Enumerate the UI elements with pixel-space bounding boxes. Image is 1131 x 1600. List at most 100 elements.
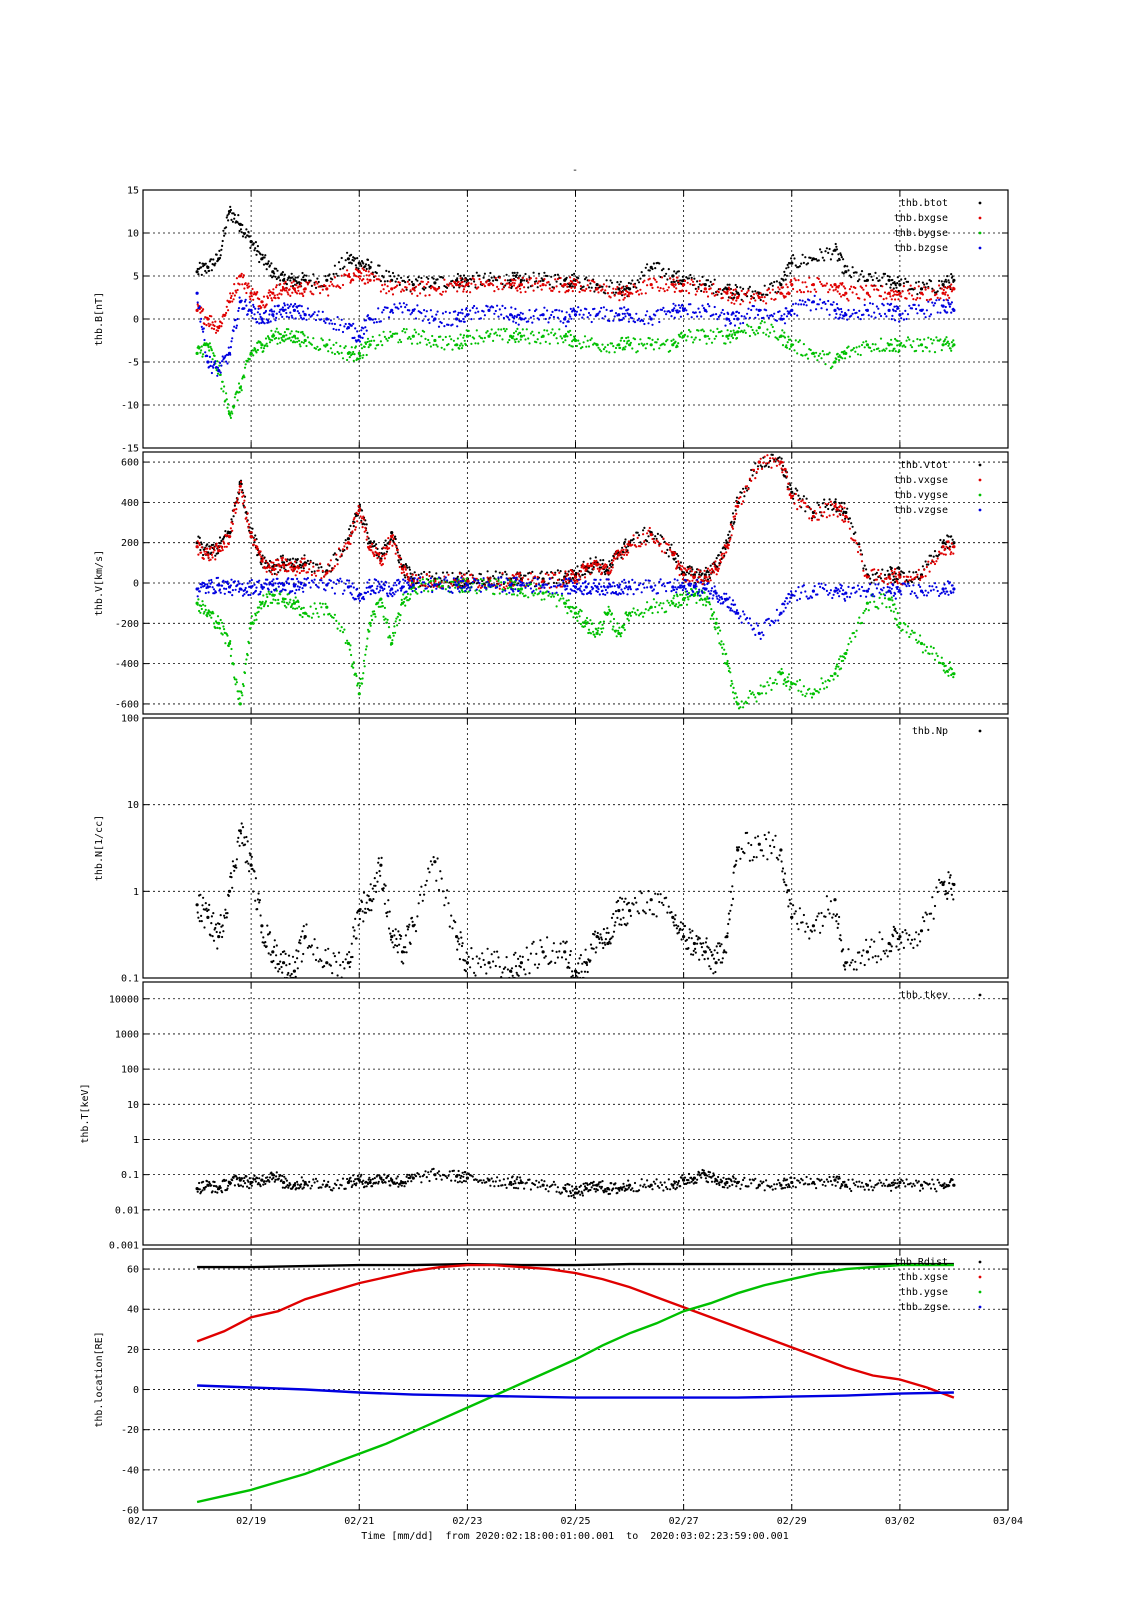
scatter-point	[251, 287, 254, 291]
scatter-point	[447, 573, 450, 576]
data-point	[206, 265, 210, 269]
scatter-point	[314, 286, 318, 289]
scatter-point	[511, 271, 514, 274]
scatter-point	[275, 286, 278, 289]
scatter-point	[261, 300, 264, 303]
scatter-point	[752, 293, 756, 296]
scatter-point	[441, 571, 445, 574]
scatter-point	[637, 281, 641, 284]
scatter-point	[915, 576, 918, 579]
scatter-point	[883, 312, 887, 315]
scatter-point	[835, 312, 838, 315]
scatter-point	[871, 573, 874, 576]
scatter-point	[677, 554, 680, 558]
scatter-point	[270, 561, 273, 564]
scatter-point	[712, 571, 716, 574]
scatter-point	[298, 571, 301, 575]
scatter-point	[843, 502, 846, 505]
scatter-point	[838, 512, 841, 516]
scatter-point	[564, 572, 567, 575]
scatter-point	[581, 346, 584, 349]
scatter-point	[343, 325, 346, 328]
scatter-point	[798, 339, 802, 342]
scatter-point	[373, 540, 376, 543]
panel-2: 6004002000-200-400-600thb.V[km/s]thb.vto…	[94, 451, 1009, 715]
scatter-point	[881, 276, 884, 279]
scatter-point	[367, 537, 370, 540]
scatter-point	[279, 568, 282, 572]
scatter-point	[408, 283, 411, 286]
data-point	[563, 334, 567, 338]
scatter-point	[587, 345, 591, 348]
scatter-point	[756, 467, 760, 471]
scatter-point	[294, 317, 297, 320]
data-point	[368, 265, 372, 269]
scatter-point	[883, 272, 887, 275]
scatter-point	[348, 356, 351, 359]
scatter-point	[893, 347, 896, 350]
scatter-point	[525, 278, 528, 281]
data-point	[617, 287, 621, 291]
scatter-point	[828, 498, 831, 501]
scatter-point	[517, 323, 520, 326]
scatter-point	[273, 334, 276, 337]
scatter-point	[847, 520, 850, 523]
scatter-point	[210, 327, 213, 330]
scatter-point	[428, 321, 431, 325]
scatter-point	[410, 311, 414, 314]
scatter-point	[932, 289, 935, 292]
scatter-point	[840, 505, 843, 509]
scatter-point	[781, 461, 785, 464]
scatter-point	[942, 288, 945, 292]
y-tick-label: -5	[127, 358, 139, 369]
scatter-point	[373, 321, 376, 324]
scatter-point	[394, 631, 397, 634]
scatter-point	[654, 267, 657, 270]
scatter-point	[295, 280, 298, 283]
scatter-point	[802, 291, 806, 294]
scatter-point	[655, 280, 658, 283]
scatter-point	[707, 571, 710, 574]
scatter-point	[869, 273, 872, 276]
scatter-point	[224, 530, 227, 533]
scatter-point	[220, 248, 223, 251]
scatter-point	[894, 319, 897, 322]
scatter-point	[404, 576, 407, 579]
scatter-point	[221, 315, 224, 318]
scatter-point	[441, 276, 445, 279]
scatter-point	[820, 511, 823, 514]
scatter-point	[494, 309, 497, 313]
scatter-point	[423, 285, 426, 288]
scatter-point	[465, 572, 468, 575]
scatter-point	[550, 275, 553, 278]
scatter-point	[686, 281, 689, 284]
scatter-point	[894, 350, 897, 353]
scatter-point	[815, 351, 818, 354]
scatter-point	[783, 336, 787, 339]
scatter-point	[218, 370, 221, 373]
scatter-point	[821, 502, 824, 505]
scatter-point	[411, 573, 414, 576]
scatter-point	[912, 298, 915, 301]
scatter-point	[413, 289, 416, 292]
scatter-point	[460, 308, 464, 311]
scatter-point	[865, 568, 868, 571]
scatter-point	[840, 310, 843, 313]
scatter-point	[387, 270, 391, 273]
scatter-point	[935, 299, 938, 302]
scatter-point	[846, 318, 849, 321]
scatter-point	[715, 293, 718, 296]
scatter-point	[198, 543, 201, 547]
scatter-point	[383, 557, 386, 560]
scatter-point	[258, 313, 261, 316]
scatter-point	[316, 563, 319, 566]
scatter-point	[283, 604, 286, 607]
scatter-point	[602, 559, 605, 562]
scatter-point	[292, 280, 295, 283]
scatter-point	[947, 540, 950, 543]
scatter-point	[852, 532, 856, 536]
scatter-point	[919, 297, 922, 300]
scatter-point	[285, 606, 288, 609]
data-point	[195, 291, 199, 295]
scatter-point	[944, 553, 947, 556]
